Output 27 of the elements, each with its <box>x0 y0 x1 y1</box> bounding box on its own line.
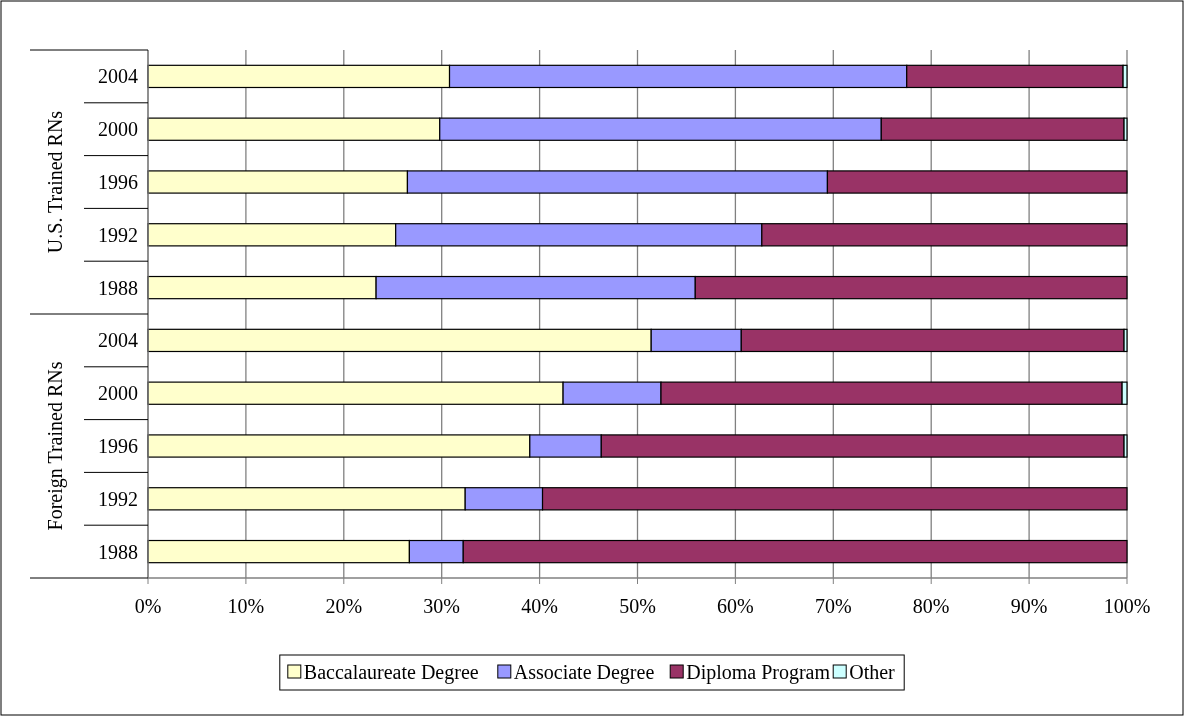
x-tick-label: 90% <box>1010 595 1048 617</box>
x-tick-label: 10% <box>227 595 265 617</box>
x-tick-label: 40% <box>521 595 558 617</box>
x-tick-label: 50% <box>619 595 656 617</box>
y-tick-label: 1988 <box>98 540 138 563</box>
y-tick-label: 1988 <box>98 276 138 299</box>
x-tick-label: 100% <box>1103 595 1151 617</box>
x-tick-label: 80% <box>912 595 950 617</box>
y-tick-label: 2000 <box>98 382 138 405</box>
x-tick-label: 0% <box>134 595 162 617</box>
y-tick-label: 2000 <box>98 118 138 141</box>
legend-label: Baccalaureate Degree <box>303 661 479 684</box>
y-tick-label: 2004 <box>98 65 138 88</box>
x-tick-label: 20% <box>325 595 363 617</box>
y-tick-label: 2004 <box>98 329 138 352</box>
x-tick-label: 70% <box>814 595 852 617</box>
legend-label: Other <box>849 661 896 683</box>
x-tick-label: 30% <box>423 595 461 617</box>
y-tick-label: 1992 <box>98 487 138 510</box>
text: Foreign Trained RNs <box>44 361 67 531</box>
y-tick-label: 1996 <box>98 435 138 457</box>
legend-label: Associate Degree <box>513 661 655 684</box>
y-tick-label: 1992 <box>98 223 138 246</box>
legend-label: Diploma Program <box>686 661 831 684</box>
x-tick-label: 60% <box>717 595 754 617</box>
y-tick-label: 1996 <box>98 171 138 193</box>
text: U.S. Trained RNs <box>44 110 66 254</box>
